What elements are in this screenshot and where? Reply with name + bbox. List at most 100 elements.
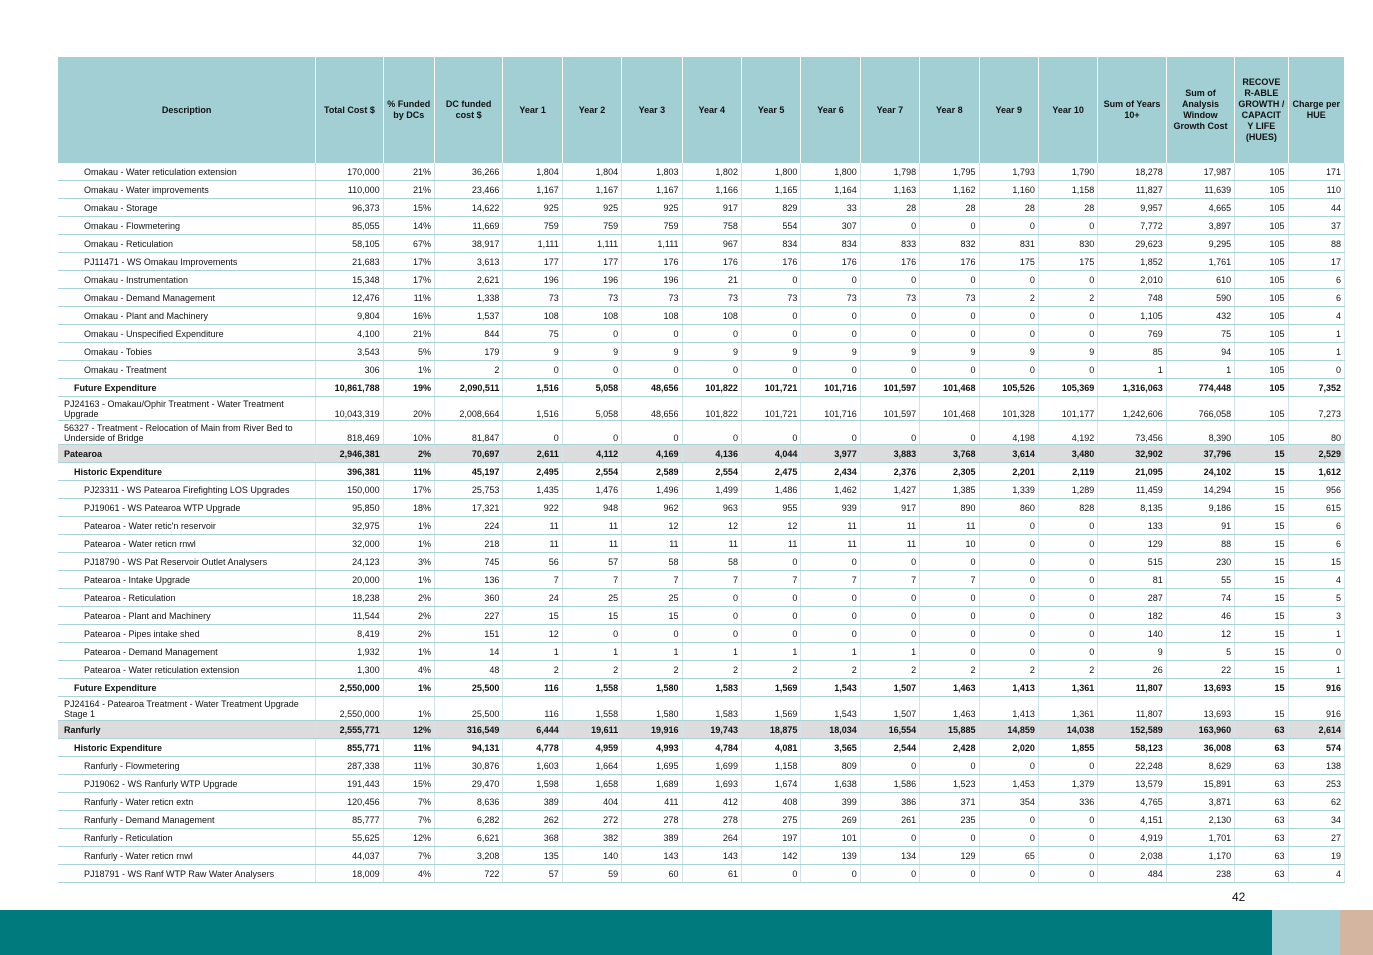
table-cell: 0: [562, 420, 623, 445]
table-cell: 152,589: [1097, 720, 1167, 739]
table-cell: 12: [1166, 624, 1236, 643]
table-cell: 63: [1234, 720, 1289, 739]
table-cell: 1,598: [502, 774, 563, 793]
table-cell: 15: [1234, 606, 1289, 625]
group-row: Patearoa 2,946,381 2% 70,697 2,611 4,112 4,169…: [58, 444, 1346, 463]
column-header: Year 2: [562, 57, 623, 163]
column-header: Year 9: [979, 57, 1039, 163]
table-cell: 404: [562, 792, 623, 811]
table-cell: 2%: [383, 588, 435, 607]
column-header: Description: [58, 57, 317, 163]
table-cell: 0: [979, 552, 1039, 571]
subtotal-row: Historic Expenditure 855,771 11% 94,131 4,77…: [58, 738, 1346, 757]
table-cell: 4,151: [1097, 810, 1167, 829]
table-cell: 0: [682, 606, 742, 625]
table-cell: 7: [502, 570, 563, 589]
table-cell: 11: [562, 534, 623, 553]
table-cell: 18,238: [315, 588, 384, 607]
table-row: PJ18791 - WS Ranf WTP Raw Water Analyser…: [58, 864, 1346, 883]
column-header: Sum of Years 10+: [1097, 57, 1167, 163]
table-cell: 916: [1288, 696, 1346, 721]
table-cell: 386: [860, 792, 921, 811]
row-description: Patearoa - Water retic'n reservoir: [58, 516, 317, 535]
table-cell: 9,957: [1097, 198, 1167, 217]
table-cell: 0: [1288, 360, 1346, 379]
table-cell: 63: [1234, 756, 1289, 775]
table-cell: 18,009: [315, 864, 384, 883]
table-cell: 1,932: [315, 642, 384, 661]
table-cell: 2%: [383, 624, 435, 643]
table-cell: 1,543: [800, 678, 861, 697]
table-cell: 610: [1166, 270, 1236, 289]
table-cell: 19,916: [621, 720, 683, 739]
table-cell: 11,459: [1097, 480, 1167, 499]
table-cell: 264: [682, 828, 742, 847]
table-cell: 1,160: [979, 180, 1039, 199]
table-cell: 11,639: [1166, 180, 1236, 199]
table-cell: 1,462: [800, 480, 861, 499]
table-cell: 1: [1097, 360, 1167, 379]
table-cell: 9: [741, 342, 802, 361]
row-description: PJ18791 - WS Ranf WTP Raw Water Analyser…: [58, 864, 317, 883]
table-cell: 32,975: [315, 516, 384, 535]
table-cell: 15: [1234, 462, 1289, 481]
table-cell: 0: [741, 306, 802, 325]
table-cell: 1,162: [919, 180, 980, 199]
table-cell: 1,111: [502, 234, 563, 253]
table-cell: 1%: [383, 360, 435, 379]
table-cell: 0: [860, 756, 921, 775]
table-cell: 830: [1038, 234, 1099, 253]
table-cell: 0: [800, 624, 861, 643]
table-cell: 96,373: [315, 198, 384, 217]
table-cell: 63: [1234, 846, 1289, 865]
column-header: Year 6: [800, 57, 861, 163]
table-cell: 917: [860, 498, 921, 517]
table-cell: 105: [1234, 420, 1289, 445]
table-cell: 73: [919, 288, 980, 307]
table-cell: 63: [1234, 828, 1289, 847]
table-cell: 224: [434, 516, 504, 535]
table-cell: 1,800: [800, 163, 861, 181]
table-cell: 4,198: [979, 420, 1039, 445]
table-cell: 101,822: [682, 378, 742, 397]
table-cell: 11: [621, 534, 683, 553]
table-cell: 818,469: [315, 420, 384, 445]
table-cell: 0: [502, 420, 563, 445]
table-cell: 515: [1097, 552, 1167, 571]
column-header: Year 5: [741, 57, 802, 163]
table-cell: 774,448: [1166, 378, 1236, 397]
table-cell: 2,038: [1097, 846, 1167, 865]
table-cell: 831: [979, 234, 1039, 253]
table-cell: 4,192: [1038, 420, 1099, 445]
table-cell: 1,580: [621, 678, 683, 697]
table-header-row: Description Total Cost $% Funded by DCs DC…: [58, 57, 1346, 163]
table-cell: 105: [1234, 270, 1289, 289]
table-cell: 196: [621, 270, 683, 289]
table-cell: 354: [979, 792, 1039, 811]
table-cell: 46: [1166, 606, 1236, 625]
table-cell: 0: [860, 864, 921, 883]
table-cell: 759: [621, 216, 683, 235]
table-cell: 9,295: [1166, 234, 1236, 253]
table-cell: 24: [502, 588, 563, 607]
table-cell: 0: [1038, 846, 1099, 865]
table-cell: 1: [860, 642, 921, 661]
table-cell: 1,361: [1038, 696, 1099, 721]
table-cell: 2,020: [979, 738, 1039, 757]
table-cell: 278: [682, 810, 742, 829]
table-cell: 3,208: [434, 846, 504, 865]
table-cell: 1,603: [502, 756, 563, 775]
table-cell: 28: [860, 198, 921, 217]
row-description: Historic Expenditure: [58, 738, 317, 757]
table-cell: 399: [800, 792, 861, 811]
table-cell: 116: [502, 696, 563, 721]
table-cell: 9: [860, 342, 921, 361]
table-cell: 0: [919, 588, 980, 607]
table-cell: 0: [800, 864, 861, 883]
table-cell: 0: [979, 516, 1039, 535]
table-cell: 1,111: [621, 234, 683, 253]
table-cell: 4: [1288, 306, 1346, 325]
table-cell: 2,614: [1288, 720, 1346, 739]
table-cell: 1,413: [979, 696, 1039, 721]
table-cell: 105: [1234, 396, 1289, 421]
